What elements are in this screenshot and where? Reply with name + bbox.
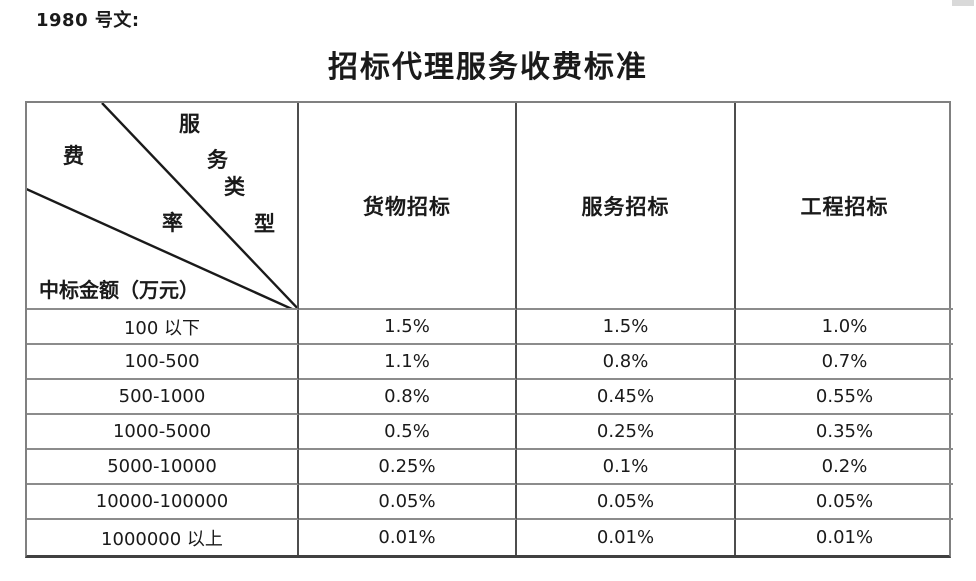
column-header-services: 服务招标	[517, 103, 736, 310]
diagonal-divider-lines	[27, 103, 297, 308]
scrollbar-artifact	[952, 0, 974, 6]
corner-row-axis-label: 中标金额（万元）	[39, 278, 199, 302]
rate-cell: 0.8%	[517, 345, 736, 380]
table-corner-cell: 费 率 服 务 类 型 中标金额（万元）	[27, 103, 299, 310]
page-title: 招标代理服务收费标准	[328, 50, 648, 85]
fee-rate-table: 费 率 服 务 类 型 中标金额（万元） 货物招标 服务招标 工程招标 100 …	[25, 101, 953, 558]
diagonal-line-lower	[27, 188, 293, 308]
column-header-engineering: 工程招标	[736, 103, 953, 310]
rate-cell: 0.7%	[736, 345, 953, 380]
row-range-cell: 1000000 以上	[27, 520, 299, 555]
rate-cell: 0.05%	[517, 485, 736, 520]
corner-service-char-3: 类	[224, 174, 245, 199]
corner-fee-char: 费	[63, 143, 84, 168]
rate-cell: 1.5%	[517, 310, 736, 345]
rate-cell: 0.25%	[517, 415, 736, 450]
rate-cell: 1.1%	[299, 345, 517, 380]
rate-cell: 0.01%	[299, 520, 517, 555]
column-header-goods: 货物招标	[299, 103, 517, 310]
rate-cell: 1.5%	[299, 310, 517, 345]
corner-service-char-2: 务	[207, 147, 228, 172]
corner-service-char-4: 型	[254, 211, 275, 236]
rate-cell: 1.0%	[736, 310, 953, 345]
diagonal-line-upper	[101, 103, 297, 308]
row-range-cell: 100-500	[27, 345, 299, 380]
rate-cell: 0.8%	[299, 380, 517, 415]
rate-cell: 0.55%	[736, 380, 953, 415]
row-range-cell: 1000-5000	[27, 415, 299, 450]
row-range-cell: 5000-10000	[27, 450, 299, 485]
rate-cell: 0.45%	[517, 380, 736, 415]
rate-cell: 0.05%	[736, 485, 953, 520]
rate-cell: 0.25%	[299, 450, 517, 485]
rate-cell: 0.2%	[736, 450, 953, 485]
corner-rate-char: 率	[162, 210, 183, 235]
row-range-cell: 10000-100000	[27, 485, 299, 520]
rate-cell: 0.05%	[299, 485, 517, 520]
row-range-cell: 100 以下	[27, 310, 299, 345]
corner-service-char-1: 服	[179, 111, 200, 136]
rate-cell: 0.35%	[736, 415, 953, 450]
rate-cell: 0.01%	[517, 520, 736, 555]
rate-cell: 0.5%	[299, 415, 517, 450]
doc-ref-label: 1980 号文:	[36, 10, 140, 31]
rate-cell: 0.1%	[517, 450, 736, 485]
rate-cell: 0.01%	[815, 527, 874, 548]
row-range-cell: 500-1000	[27, 380, 299, 415]
